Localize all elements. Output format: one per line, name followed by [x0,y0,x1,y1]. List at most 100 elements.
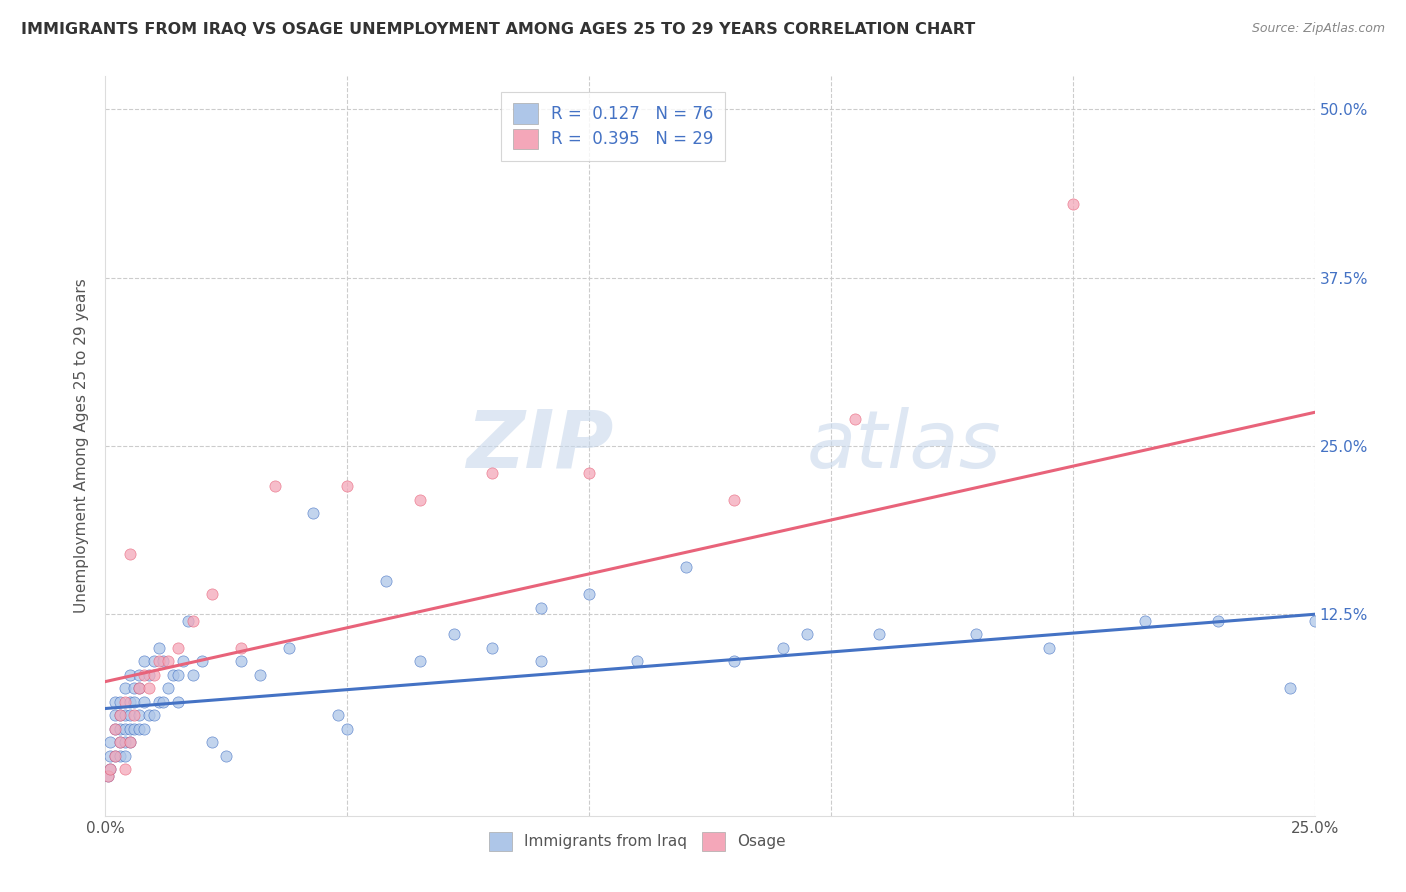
Point [118,708,141,723]
Point [481,466,503,480]
Point [98,762,121,776]
Point [796,627,818,641]
Point [134,668,156,682]
Point [108,708,131,723]
Point [152,654,174,668]
Point [172,654,194,668]
Point [229,640,252,655]
Point [1135,614,1157,628]
Point [1062,196,1084,211]
Point [167,695,190,709]
Point [104,708,127,723]
Point [104,748,127,763]
Point [176,614,198,628]
Point [134,722,156,736]
Point [108,695,131,709]
Point [97,769,120,783]
Point [326,708,349,723]
Point [723,654,745,668]
Point [98,748,121,763]
Point [336,479,359,493]
Point [1038,640,1060,655]
Point [124,708,146,723]
Point [142,654,165,668]
Point [201,735,224,749]
Point [124,681,146,696]
Point [1206,614,1229,628]
Point [128,681,150,696]
Point [114,722,136,736]
Point [191,654,214,668]
Point [302,506,325,520]
Point [152,695,174,709]
Point [124,722,146,736]
Point [263,479,285,493]
Point [134,654,156,668]
Point [278,640,301,655]
Point [114,735,136,749]
Text: IMMIGRANTS FROM IRAQ VS OSAGE UNEMPLOYMENT AMONG AGES 25 TO 29 YEARS CORRELATION: IMMIGRANTS FROM IRAQ VS OSAGE UNEMPLOYME… [21,22,976,37]
Point [118,722,141,736]
Point [229,654,252,668]
Y-axis label: Unemployment Among Ages 25 to 29 years: Unemployment Among Ages 25 to 29 years [75,278,90,614]
Point [530,654,553,668]
Text: atlas: atlas [807,407,1001,485]
Point [157,681,180,696]
Point [104,722,127,736]
Point [157,654,180,668]
Point [104,722,127,736]
Point [148,640,170,655]
Point [148,654,170,668]
Point [167,668,190,682]
Point [124,695,146,709]
Point [104,748,127,763]
Point [98,735,121,749]
Point [375,574,398,588]
Point [128,668,150,682]
Point [138,668,160,682]
Point [118,547,141,561]
Point [162,668,184,682]
Point [844,412,866,426]
Point [114,748,136,763]
Point [114,708,136,723]
Point [148,695,170,709]
Point [181,614,204,628]
Point [409,654,432,668]
Point [128,722,150,736]
Point [215,748,238,763]
Point [97,769,120,783]
Legend: Immigrants from Iraq, Osage: Immigrants from Iraq, Osage [482,826,792,856]
Point [108,735,131,749]
Point [578,466,600,480]
Point [167,640,190,655]
Point [118,668,141,682]
Point [772,640,794,655]
Point [201,587,224,601]
Point [114,695,136,709]
Text: ZIP: ZIP [465,407,613,485]
Point [108,708,131,723]
Point [114,762,136,776]
Point [104,695,127,709]
Point [249,668,271,682]
Point [128,681,150,696]
Point [138,681,160,696]
Point [1279,681,1302,696]
Point [181,668,204,682]
Point [443,627,465,641]
Point [108,722,131,736]
Point [336,722,359,736]
Point [138,708,160,723]
Point [965,627,987,641]
Point [142,668,165,682]
Point [108,748,131,763]
Point [114,681,136,696]
Point [530,600,553,615]
Point [723,492,745,507]
Point [118,695,141,709]
Point [142,708,165,723]
Point [409,492,432,507]
Point [128,708,150,723]
Text: Source: ZipAtlas.com: Source: ZipAtlas.com [1251,22,1385,36]
